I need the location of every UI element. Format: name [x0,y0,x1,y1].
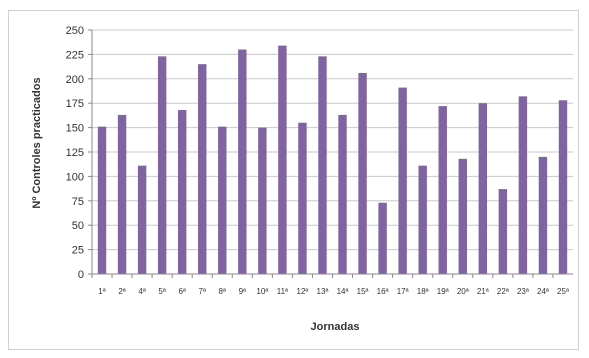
bar [137,165,147,274]
x-tick-label: 16ª [377,287,389,296]
x-tick-label: 24ª [537,287,549,296]
x-tick-label: 14ª [337,287,349,296]
bar [117,114,127,274]
x-tick-label: 4ª [138,287,145,296]
y-tick-label: 150 [66,123,84,135]
y-tick-label: 225 [66,49,84,61]
x-tick-label: 8ª [219,287,226,296]
bar [478,103,488,274]
bar [358,72,367,274]
y-tick-label: 100 [66,171,84,183]
bar [258,127,267,274]
bar [498,189,508,274]
bar [177,110,187,274]
x-tick-label: 13ª [317,287,329,296]
bar [157,56,167,274]
y-tick-label: 250 [66,25,84,37]
bar [518,96,528,274]
x-tick-label: 15ª [357,287,369,296]
y-tick-label: 125 [66,147,84,159]
bars [97,45,568,275]
y-tick-labels: 0 25 50 75 100 125 150 175 200 225 250 [66,25,84,281]
bar [438,106,447,275]
x-tick-labels: 1ª 2ª 4ª 5ª 6ª 7ª 8ª 9ª 10ª 11ª 12ª 13ª 14ª 15ª 16ª 17ª… [98,287,569,296]
bar [458,158,467,274]
y-tick-label: 175 [66,98,84,110]
x-tick-label: 25ª [557,287,569,296]
bar [398,87,407,274]
y-axis-title: Nº Controles practicados [31,77,43,208]
bar [558,100,568,274]
x-tick-label: 7ª [199,287,206,296]
bar [378,202,387,274]
bar [318,56,327,274]
y-tick-label: 25 [72,245,84,257]
y-tick-label: 200 [66,74,84,86]
x-tick-label: 9ª [239,287,246,296]
bar [338,114,347,274]
x-tick-label: 2ª [118,287,125,296]
x-axis-title: Jornadas [311,321,360,333]
x-tick-label: 19ª [437,287,449,296]
bar [97,126,107,275]
bar [298,122,307,274]
x-tick-label: 12ª [297,287,309,296]
x-tick-label: 22ª [497,287,509,296]
bar [538,156,548,274]
x-tick-label: 10ª [256,287,268,296]
x-tick-label: 11ª [277,287,288,296]
x-tick-label: 21ª [477,287,489,296]
axes [88,29,573,278]
y-tick-label: 50 [72,220,84,232]
bar [198,64,207,274]
x-tick-label: 18ª [417,287,429,296]
x-tick-label: 20ª [457,287,469,296]
bar [278,45,287,275]
y-tick-label: 0 [78,269,84,281]
x-tick-label: 5ª [158,287,165,296]
bar [218,126,227,275]
x-tick-label: 23ª [517,287,529,296]
y-tick-label: 75 [72,196,84,208]
x-tick-label: 17ª [397,287,409,296]
bar [238,49,247,274]
gridlines [92,29,573,251]
x-tick-label: 1ª [98,287,105,296]
x-tick-label: 6ª [178,287,185,296]
bar [418,165,427,274]
